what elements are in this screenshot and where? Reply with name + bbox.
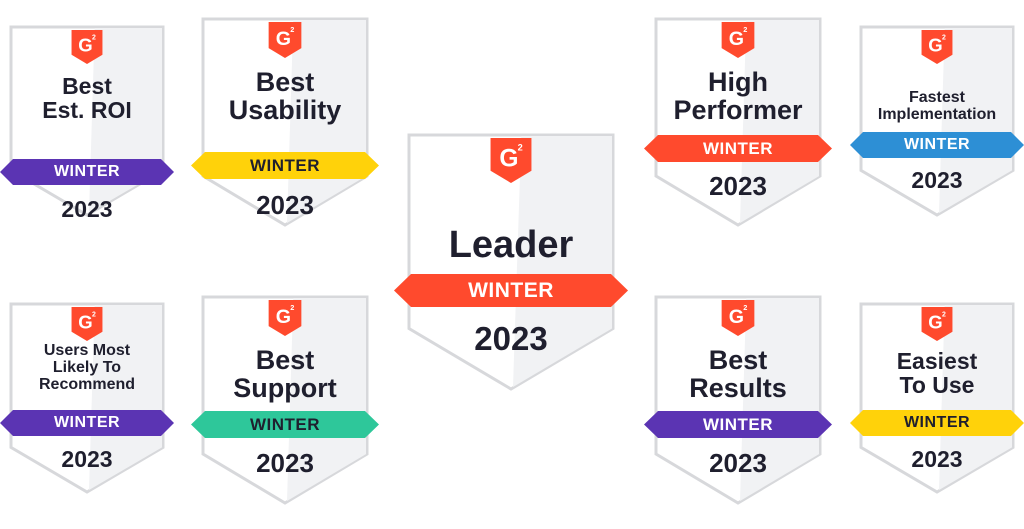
svg-text:G: G — [729, 306, 744, 328]
badge-fastest-implementation: G 2 Fastest Implementation WINTER 2023 — [859, 25, 1015, 217]
season-ribbon: WINTER — [191, 411, 379, 438]
badge-best-results: G 2 Best Results WINTER 2023 — [654, 295, 822, 505]
season-ribbon: WINTER — [394, 274, 628, 307]
badge-title-line: To Use — [899, 372, 975, 399]
badge-shield — [9, 302, 165, 494]
season-ribbon: WINTER — [0, 159, 174, 185]
badge-year: 2023 — [61, 196, 113, 222]
svg-text:G: G — [276, 28, 291, 50]
badge-title-line: Usability — [228, 95, 342, 126]
svg-text:2: 2 — [942, 34, 946, 41]
badge-year: 2023 — [911, 167, 963, 193]
badge-title-line: Best — [255, 345, 315, 375]
badge-best-support: G 2 Best Support WINTER 2023 — [201, 295, 369, 505]
badge-title-line: Best — [62, 73, 112, 99]
svg-text:2: 2 — [743, 303, 747, 312]
badge-title: Best Est. ROI — [10, 74, 164, 122]
svg-text:G: G — [499, 146, 518, 173]
badge-best-est-roi: G 2 Best Est. ROI WINTER 2023 — [10, 25, 164, 222]
badge-shield — [407, 133, 615, 391]
badge-title-line: Easiest — [896, 348, 978, 374]
season-ribbon: WINTER — [850, 410, 1024, 436]
season-ribbon: WINTER — [191, 152, 379, 179]
badge-year: 2023 — [474, 320, 548, 357]
svg-text:2: 2 — [92, 311, 96, 318]
badge-shield — [654, 17, 822, 227]
badge-title: Leader — [408, 224, 614, 266]
badge-shield — [859, 25, 1015, 217]
badge-shield — [201, 295, 369, 505]
badge-title: Users Most Likely To Recommend — [10, 342, 164, 393]
svg-text:G: G — [928, 35, 942, 56]
svg-text:2: 2 — [290, 303, 294, 312]
badge-users-most-likely-to-recommend: G 2 Users Most Likely To Recommend WINTER 2023 — [9, 302, 165, 494]
badge-leader: G 2 Leader WINTER 2023 — [407, 133, 615, 391]
svg-text:G: G — [276, 306, 291, 328]
svg-text:2: 2 — [743, 25, 747, 34]
svg-text:2: 2 — [290, 25, 294, 34]
badge-title-line: Leader — [448, 224, 574, 266]
badge-year: 2023 — [61, 446, 113, 472]
svg-text:2: 2 — [518, 142, 523, 152]
badge-title-line: Likely To — [52, 358, 122, 376]
svg-text:2: 2 — [942, 311, 946, 318]
badge-easiest-to-use: G 2 Easiest To Use WINTER 2023 — [860, 302, 1014, 494]
badge-title: Best Results — [655, 346, 821, 403]
badge-best-usability: G 2 Best Usability WINTER 2023 — [202, 17, 368, 227]
badge-title: High Performer — [655, 68, 821, 125]
badge-title-line: Recommend — [38, 375, 136, 393]
season-ribbon: WINTER — [850, 132, 1024, 158]
badge-title: Best Support — [202, 346, 368, 403]
svg-text:G: G — [928, 312, 942, 333]
badge-year: 2023 — [709, 448, 767, 478]
badge-title-line: Best — [255, 67, 315, 97]
badge-title: Easiest To Use — [860, 349, 1014, 397]
svg-text:G: G — [78, 35, 92, 56]
badge-title-line: Fastest — [908, 89, 966, 106]
svg-text:2: 2 — [92, 34, 96, 41]
season-ribbon: WINTER — [644, 135, 832, 162]
badge-year: 2023 — [911, 446, 963, 472]
season-ribbon: WINTER — [0, 410, 174, 436]
badge-title-line: Implementation — [877, 105, 997, 123]
badge-title-line: Performer — [673, 95, 803, 126]
badge-year: 2023 — [709, 171, 767, 201]
svg-text:G: G — [78, 312, 92, 333]
season-ribbon: WINTER — [644, 411, 832, 438]
badge-shield — [654, 295, 822, 505]
badge-title-line: Users Most — [43, 342, 131, 359]
badge-title-line: Support — [233, 373, 337, 404]
badge-year: 2023 — [256, 190, 314, 220]
badge-title-line: Est. ROI — [42, 97, 132, 124]
badge-title-line: High — [708, 67, 768, 97]
badge-title-line: Best — [708, 345, 768, 375]
badge-year: 2023 — [256, 448, 314, 478]
badge-title: Fastest Implementation — [860, 89, 1014, 124]
badge-title: Best Usability — [202, 68, 368, 125]
svg-text:G: G — [729, 28, 744, 50]
badge-title-line: Results — [689, 373, 787, 404]
badge-high-performer: G 2 High Performer WINTER 2023 — [654, 17, 822, 227]
